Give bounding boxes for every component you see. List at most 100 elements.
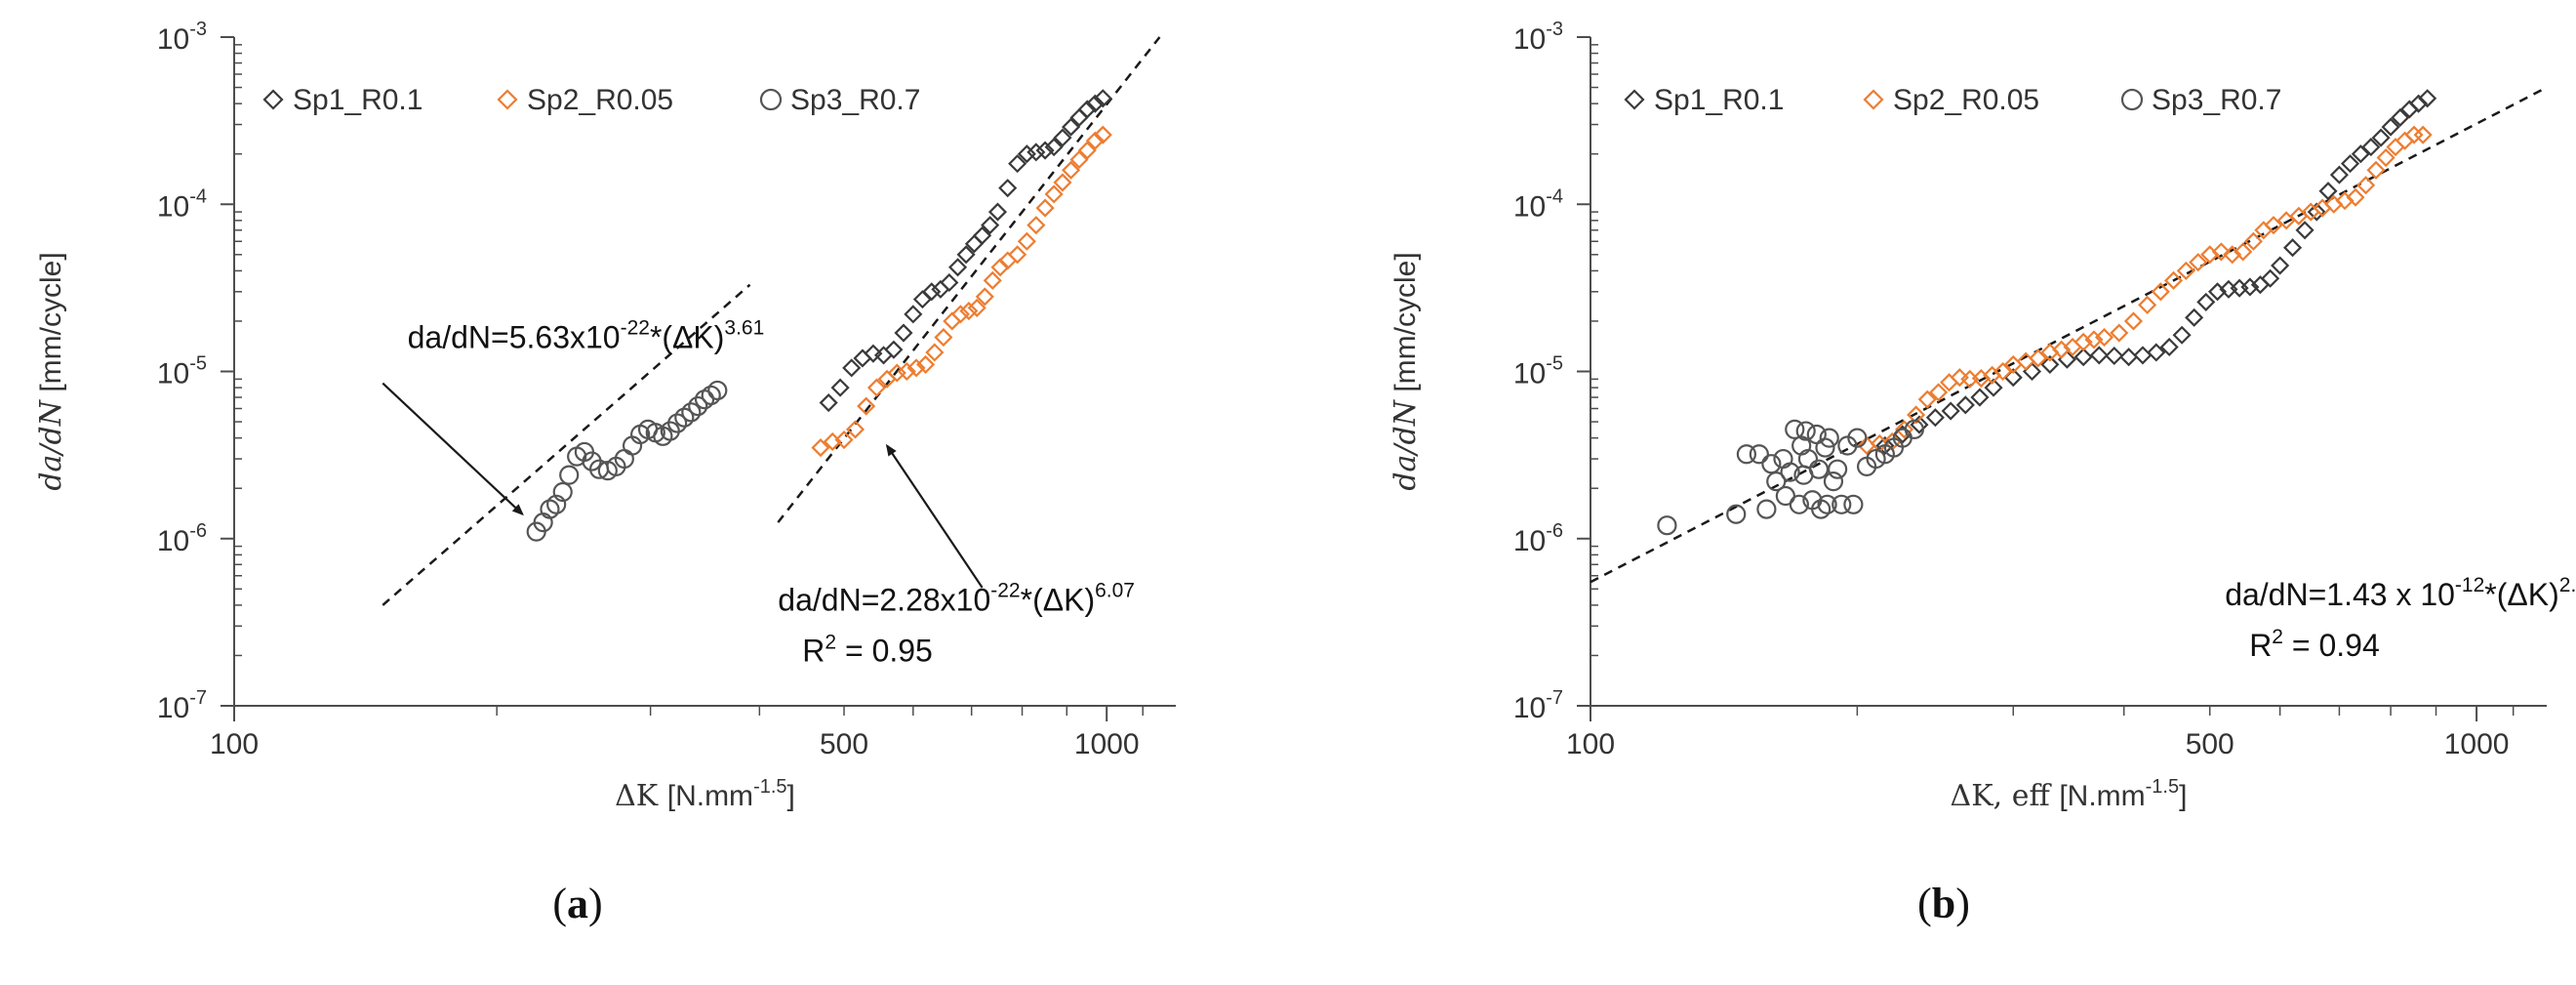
data-point bbox=[1831, 494, 1852, 514]
data-point bbox=[983, 270, 1002, 290]
legend-entry-Sp1_R0.1: Sp1_R0.1 bbox=[293, 84, 423, 116]
data-point bbox=[1940, 373, 1959, 392]
data-point bbox=[2196, 292, 2216, 311]
data-point bbox=[2418, 89, 2437, 108]
data-point bbox=[959, 301, 979, 321]
data-point bbox=[1847, 428, 1868, 448]
x-tick-label: 100 bbox=[1566, 728, 1615, 760]
r-squared-symbol: R bbox=[802, 634, 825, 669]
data-point bbox=[540, 499, 560, 519]
equation-eq2: da/dN=2.28x10-22*(ΔK)6.07 bbox=[778, 580, 1135, 618]
y-tick-label: 10-6 bbox=[1513, 520, 1563, 557]
data-point bbox=[1766, 472, 1787, 492]
data-point bbox=[956, 245, 976, 265]
data-point bbox=[998, 179, 1018, 198]
x-axis-title-close: ] bbox=[787, 780, 795, 812]
equation-middle: *(ΔK) bbox=[2484, 577, 2558, 612]
data-point bbox=[2240, 277, 2260, 297]
data-point bbox=[1875, 435, 1895, 456]
data-point bbox=[2185, 308, 2204, 327]
data-point bbox=[922, 282, 942, 302]
legend-entry-Sp3_R0.7: Sp3_R0.7 bbox=[2152, 84, 2281, 116]
data-point bbox=[1008, 154, 1027, 174]
equation-exponent-1: -22 bbox=[990, 580, 1020, 602]
equation-exponent-2: 6.07 bbox=[1095, 580, 1135, 602]
y-tick-exponent: -7 bbox=[1546, 687, 1563, 709]
data-point bbox=[1823, 472, 1844, 492]
series-Sp3_R0.7 bbox=[526, 380, 728, 542]
data-point bbox=[2138, 295, 2157, 314]
data-point bbox=[1811, 499, 1831, 519]
data-point bbox=[2159, 337, 2179, 357]
data-point bbox=[2371, 128, 2391, 147]
data-point bbox=[2147, 343, 2166, 362]
data-point bbox=[1808, 459, 1830, 479]
data-point bbox=[967, 298, 986, 317]
y-tick-exponent: -5 bbox=[189, 353, 207, 375]
data-point bbox=[887, 363, 906, 383]
data-point bbox=[2271, 256, 2290, 275]
r-squared-value: = 0.94 bbox=[2283, 628, 2380, 663]
x-axis-title-exponent: -1.5 bbox=[2146, 776, 2179, 798]
data-point bbox=[1817, 494, 1837, 514]
data-point bbox=[1819, 428, 1839, 448]
r-squared-superscript: 2 bbox=[825, 632, 836, 654]
x-tick-label: 500 bbox=[820, 728, 868, 760]
data-point bbox=[2351, 144, 2370, 164]
data-point bbox=[2307, 202, 2326, 222]
equation-prefix: da/dN=5.63x10 bbox=[408, 320, 621, 355]
data-point bbox=[2029, 349, 2048, 368]
series-Sp2_R0.05 bbox=[1857, 125, 2433, 456]
caption-letter: b bbox=[1932, 880, 1955, 927]
data-point bbox=[1917, 390, 1937, 409]
data-point bbox=[1093, 125, 1112, 144]
legend-marker bbox=[497, 89, 518, 110]
data-point bbox=[1904, 419, 1924, 439]
r-squared-superscript: 2 bbox=[2272, 626, 2283, 648]
data-point bbox=[667, 413, 688, 433]
data-point bbox=[894, 323, 913, 343]
series-Sp1_R0.1 bbox=[819, 89, 1112, 413]
data-point bbox=[975, 287, 994, 307]
data-point bbox=[1984, 378, 2003, 397]
data-point bbox=[2356, 176, 2376, 195]
data-point bbox=[1093, 89, 1112, 108]
data-point bbox=[688, 395, 708, 417]
x-axis-title: ΔK [N.mm-1.5] bbox=[615, 776, 795, 813]
caption-letter: a bbox=[567, 880, 588, 927]
y-tick-base: 10 bbox=[1513, 190, 1546, 223]
data-point bbox=[2176, 261, 2195, 280]
data-point bbox=[2413, 125, 2433, 144]
equation-exponent-1: -22 bbox=[621, 317, 650, 340]
data-point bbox=[1795, 421, 1816, 441]
data-point bbox=[1929, 383, 1949, 402]
data-point bbox=[1993, 361, 2013, 382]
y-tick-label: 10-5 bbox=[157, 353, 207, 390]
data-point bbox=[1970, 388, 1990, 407]
data-point bbox=[1053, 128, 1072, 147]
data-point bbox=[2295, 221, 2314, 240]
legend-marker bbox=[2120, 88, 2144, 111]
data-point bbox=[1077, 141, 1097, 160]
y-tick-base: 10 bbox=[157, 358, 189, 390]
x-tick-label: 100 bbox=[210, 728, 259, 760]
data-point bbox=[2040, 354, 2060, 374]
legend-entry-Sp2_R0.05: Sp2_R0.05 bbox=[527, 84, 673, 116]
data-point bbox=[2366, 160, 2386, 180]
fit-line-1 bbox=[382, 283, 751, 606]
data-point bbox=[2391, 107, 2410, 128]
r-squared-eq3: R2 = 0.94 bbox=[2249, 626, 2380, 663]
y-tick-label: 10-6 bbox=[157, 520, 207, 557]
series-Sp3_R0.7 bbox=[1657, 419, 1924, 536]
data-point bbox=[2234, 242, 2253, 262]
x-axis-title: ΔK, eff [N.mm-1.5] bbox=[1951, 776, 2188, 813]
data-point bbox=[707, 380, 728, 401]
data-point bbox=[2189, 253, 2208, 272]
data-point bbox=[2223, 245, 2242, 265]
equation-middle: *(ΔK) bbox=[1021, 583, 1095, 618]
y-tick-base: 10 bbox=[1513, 358, 1546, 390]
data-point bbox=[811, 438, 830, 458]
legend-marker bbox=[262, 89, 284, 110]
